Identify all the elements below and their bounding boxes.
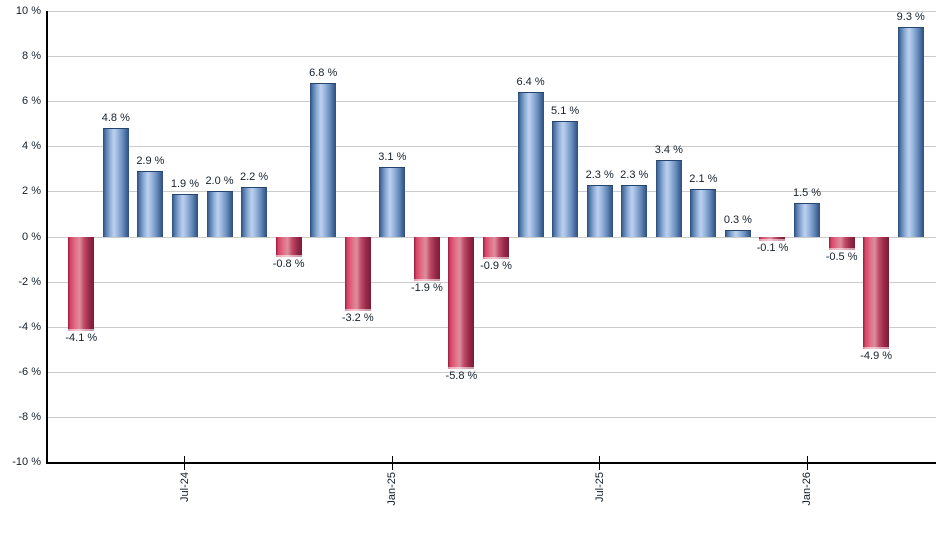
y-axis-tick-label: 6 %	[22, 95, 41, 108]
gridline	[48, 416, 936, 418]
bar-value-label: 2.3 %	[620, 168, 649, 181]
bar-positive[interactable]	[310, 83, 337, 238]
bar-negative[interactable]	[68, 236, 95, 331]
bar-value-label: 4.8 %	[101, 112, 130, 125]
bar-value-label: 6.8 %	[309, 67, 338, 80]
bar-value-label: 2.9 %	[136, 155, 165, 168]
bar-value-label: -3.2 %	[341, 311, 374, 324]
x-axis-tick	[391, 456, 393, 470]
x-axis-tick-label: Jul-25	[593, 472, 606, 502]
y-axis-tick-label: -8 %	[18, 410, 41, 423]
gridline	[48, 371, 936, 373]
y-axis-tick-label: 4 %	[22, 140, 41, 153]
bar-value-label: -0.9 %	[480, 259, 512, 272]
y-axis-tick-label: 10 %	[15, 5, 41, 17]
bar-value-label: 1.9 %	[170, 177, 200, 190]
bar-positive[interactable]	[171, 193, 198, 238]
gridline	[48, 101, 936, 103]
bar-positive[interactable]	[621, 184, 648, 238]
bar-value-label: 0.3 %	[723, 213, 752, 226]
bar-value-label: 2.2 %	[240, 170, 269, 183]
bar-value-label: 9.3 %	[896, 10, 925, 23]
y-axis-tick-label: -6 %	[18, 365, 41, 378]
bar-positive[interactable]	[517, 92, 544, 238]
bar-negative[interactable]	[759, 236, 786, 241]
bar-value-label: 2.0 %	[205, 175, 234, 188]
y-axis-tick-label: 8 %	[22, 50, 41, 63]
bar-positive[interactable]	[379, 166, 406, 238]
x-axis-tick-label: Jan-26	[801, 472, 814, 506]
gridline	[48, 191, 936, 193]
x-axis-tick	[184, 456, 186, 470]
y-axis-tick-label: -4 %	[18, 320, 41, 333]
bar-value-label: -4.9 %	[860, 349, 893, 362]
bar-value-label: 5.1 %	[551, 105, 580, 118]
y-axis-tick-label: 2 %	[22, 185, 41, 198]
bar-positive[interactable]	[690, 189, 717, 238]
gridline	[48, 326, 936, 328]
bar-value-label: 6.4 %	[516, 76, 545, 89]
bar-positive[interactable]	[241, 186, 268, 238]
bar-positive[interactable]	[655, 159, 682, 238]
bar-value-label: 2.1 %	[689, 173, 718, 186]
bar-positive[interactable]	[586, 184, 613, 238]
y-axis-line	[46, 11, 48, 464]
bar-positive[interactable]	[897, 26, 924, 238]
bar-value-label: 3.4 %	[654, 143, 683, 156]
bar-value-label: 2.3 %	[585, 168, 614, 181]
x-axis-line	[46, 462, 936, 464]
y-axis-tick-label: 0 %	[22, 230, 41, 243]
bar-value-label: 3.1 %	[378, 150, 407, 163]
gridline	[48, 281, 936, 283]
bar-negative[interactable]	[275, 236, 302, 257]
bar-negative[interactable]	[448, 236, 475, 370]
y-axis-tick-label: -2 %	[18, 275, 41, 288]
bar-positive[interactable]	[724, 229, 751, 238]
bar-value-label: -0.8 %	[272, 257, 305, 270]
bar-value-label: -1.9 %	[410, 282, 443, 295]
x-axis-tick-label: Jul-24	[178, 472, 191, 502]
bar-positive[interactable]	[794, 202, 821, 238]
bar-positive[interactable]	[102, 128, 129, 238]
bar-value-label: -0.5 %	[825, 250, 858, 263]
x-axis-tick	[599, 456, 601, 470]
bar-negative[interactable]	[828, 236, 855, 250]
bar-value-label: 1.5 %	[792, 186, 822, 199]
bar-negative[interactable]	[413, 236, 440, 282]
x-axis-tick	[806, 456, 808, 470]
gridline	[48, 56, 936, 58]
bar-value-label: -4.1 %	[65, 331, 98, 344]
gridline	[48, 146, 936, 148]
bar-positive[interactable]	[552, 121, 579, 238]
bar-negative[interactable]	[483, 236, 509, 259]
bar-positive[interactable]	[206, 191, 233, 238]
bar-value-label: -5.8 %	[445, 370, 478, 383]
x-axis-tick-label: Jan-25	[386, 472, 399, 506]
bar-value-label: -0.1 %	[756, 241, 789, 254]
y-axis-tick-label: -10 %	[12, 456, 41, 468]
gridline	[48, 11, 936, 12]
bar-positive[interactable]	[137, 171, 164, 238]
bar-negative[interactable]	[344, 236, 371, 311]
bar-negative[interactable]	[863, 236, 890, 349]
